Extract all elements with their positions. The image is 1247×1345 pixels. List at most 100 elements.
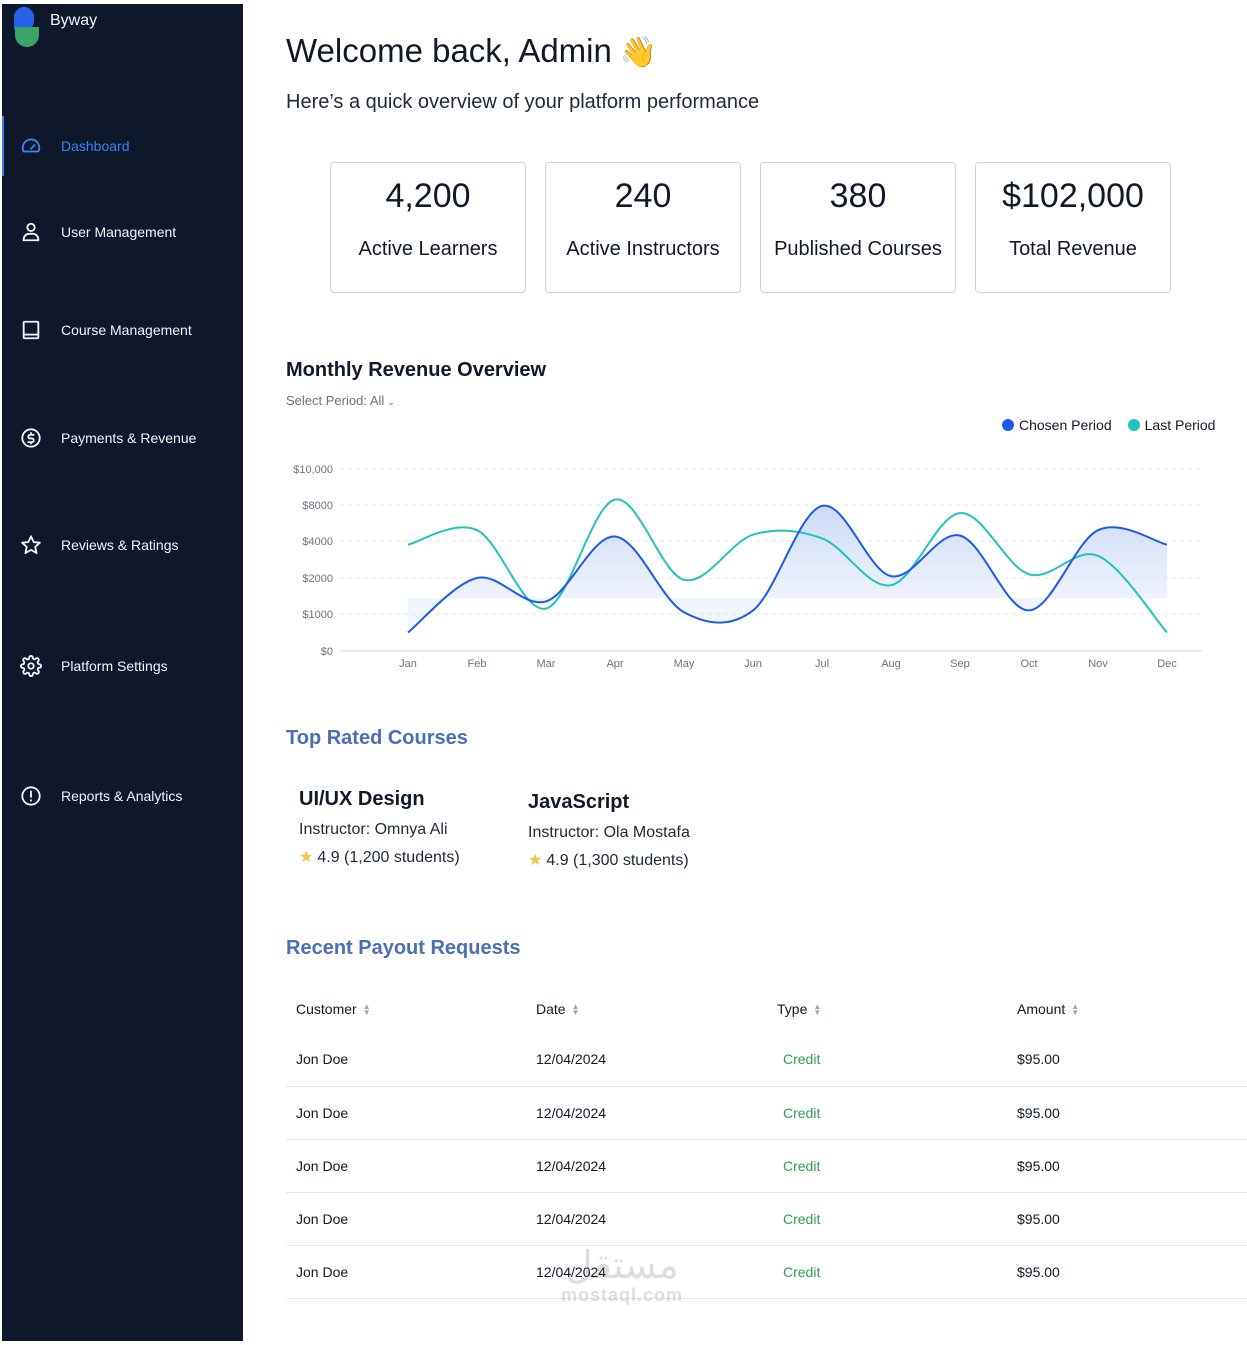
x-tick-label: Jun [744,658,762,670]
cell-date: 12/04/2024 [526,1033,767,1087]
page-title: Welcome back, Admin 👋 [286,32,657,70]
sidebar-item-dashboard[interactable]: Dashboard [2,116,243,176]
cell-type: Credit [767,1192,1007,1246]
table-row[interactable]: Jon Doe 12/04/2024 Credit $95.00 [286,1139,1247,1193]
table-row[interactable]: Jon Doe 12/04/2024 Credit $95.00 [286,1192,1247,1246]
cell-amount: $95.00 [1007,1086,1247,1140]
stat-label: Total Revenue [1009,238,1137,260]
chart-legend: Chosen Period Last Period [1002,417,1215,433]
course-instructor: Instructor: Omnya Ali [299,821,448,838]
payouts-title: Recent Payout Requests [286,937,521,959]
cell-customer: Jon Doe [286,1139,526,1193]
sidebar-item-course-management[interactable]: Course Management [2,300,243,360]
legend-dot [1002,419,1014,431]
cell-customer: Jon Doe [286,1086,526,1140]
stat-card-published-courses: 380 Published Courses [760,162,956,293]
sidebar-item-label: Reviews & Ratings [61,537,179,553]
cell-customer: Jon Doe [286,1192,526,1246]
sidebar-item-label: Dashboard [61,138,130,154]
watermark-latin: mostaql.com [560,1285,684,1305]
cell-date: 12/04/2024 [526,1086,767,1140]
period-selector[interactable]: Select Period: All ⌄ [286,393,395,408]
stat-value: 4,200 [385,177,471,215]
sidebar-item-user-management[interactable]: User Management [2,202,243,262]
stat-card-active-learners: 4,200 Active Learners [330,162,526,293]
top-courses-title: Top Rated Courses [286,727,468,749]
stat-card-total-revenue: $102,000 Total Revenue [975,162,1171,293]
sort-icon[interactable]: ▲ ▼ [1071,1002,1080,1018]
app-name: Byway [50,12,98,29]
gauge-icon [18,133,44,159]
sort-icon[interactable]: ▲ ▼ [571,1002,580,1018]
table-row[interactable]: Jon Doe 12/04/2024 Credit $95.00 [286,1086,1247,1140]
y-tick-label: $10,000 [293,464,333,476]
period-label: Select Period: [286,393,367,408]
sidebar-item-reviews-ratings[interactable]: Reviews & Ratings [2,515,243,575]
watermark-arabic: مستقل [565,1243,679,1287]
cell-type: Credit [767,1245,1007,1299]
cell-type: Credit [767,1139,1007,1193]
period-value: All [369,393,385,408]
course-rating: ★ 4.9 (1,300 students) [528,852,689,869]
sidebar-item-reports-analytics[interactable]: Reports & Analytics [2,766,243,826]
x-tick-label: Oct [1020,658,1037,670]
brand[interactable]: Byway [14,6,97,50]
x-tick-label: Dec [1157,658,1177,670]
column-header-amount[interactable]: Amount ▲ ▼ [1017,1001,1080,1018]
table-header-row: Customer ▲ ▼ Date ▲ ▼ Type ▲ ▼ Amount ▲ ▼ [286,985,1247,1033]
revenue-section-title: Monthly Revenue Overview [286,359,547,381]
course-instructor: Instructor: Ola Mostafa [528,824,690,841]
stat-card-active-instructors: 240 Active Instructors [545,162,741,293]
star-icon: ★ [299,849,314,866]
cell-customer: Jon Doe [286,1033,526,1087]
legend-dot [1127,419,1140,431]
user-icon [18,219,44,245]
course-name: UI/UX Design [299,788,425,810]
table-row[interactable]: Jon Doe 12/04/2024 Credit $95.00 [286,1245,1247,1299]
stat-label: Published Courses [774,238,942,260]
y-tick-label: $0 [321,646,333,658]
sidebar-item-label: Reports & Analytics [61,788,183,804]
column-header-customer[interactable]: Customer ▲ ▼ [296,1001,371,1018]
series-line-chosen-period [407,504,1168,634]
x-tick-label: Mar [537,658,556,670]
sort-icon[interactable]: ▲ ▼ [813,1002,822,1018]
star-icon: ★ [528,852,543,869]
cell-amount: $95.00 [1007,1139,1247,1193]
x-tick-label: Jul [815,658,829,670]
sidebar-item-platform-settings[interactable]: Platform Settings [2,636,243,696]
x-tick-label: Jan [399,658,417,670]
y-tick-label: $8000 [302,500,333,512]
stat-value: 240 [614,177,672,215]
book-icon [18,317,44,343]
course-card-uiux[interactable]: UI/UX Design Instructor: Omnya Ali ★ 4.9 … [299,788,519,867]
sidebar-item-label: Course Management [61,322,192,338]
table-row[interactable]: Jon Doe 12/04/2024 Credit $95.00 [286,1033,1247,1087]
x-tick-label: Sep [950,658,970,670]
column-header-date[interactable]: Date ▲ ▼ [536,1001,580,1018]
course-rating: ★ 4.9 (1,200 students) [299,849,460,866]
cell-customer: Jon Doe [286,1245,526,1299]
column-header-type[interactable]: Type ▲ ▼ [777,1001,822,1018]
legend-item-chosen: Chosen Period [1002,417,1112,433]
y-tick-label: $2000 [302,573,333,585]
sidebar: Byway Dashboard User Management Course M… [2,4,243,1341]
cell-type: Credit [767,1086,1007,1140]
cell-date: 12/04/2024 [526,1245,767,1299]
y-tick-label: $4000 [302,536,333,548]
course-name: JavaScript [528,791,630,813]
dollar-circle-icon [18,425,44,451]
legend-label: Chosen Period [1019,417,1112,433]
x-tick-label: Apr [606,658,623,670]
cell-type: Credit [767,1033,1007,1087]
x-tick-label: Nov [1088,658,1108,670]
watermark: مستقل mostaql.com [546,1245,698,1317]
welcome-text: Welcome back, Admin [286,32,612,69]
sort-icon[interactable]: ▲ ▼ [362,1002,371,1018]
payouts-table: Customer ▲ ▼ Date ▲ ▼ Type ▲ ▼ Amount ▲ ▼ Jon Do… [286,985,1247,1299]
course-card-javascript[interactable]: JavaScript Instructor: Ola Mostafa ★ 4.9 … [528,791,748,870]
waving-hand-icon: 👋 [619,36,658,69]
legend-label: Last Period [1144,417,1216,433]
sidebar-item-payments-revenue[interactable]: Payments & Revenue [2,408,243,468]
cell-date: 12/04/2024 [526,1192,767,1246]
